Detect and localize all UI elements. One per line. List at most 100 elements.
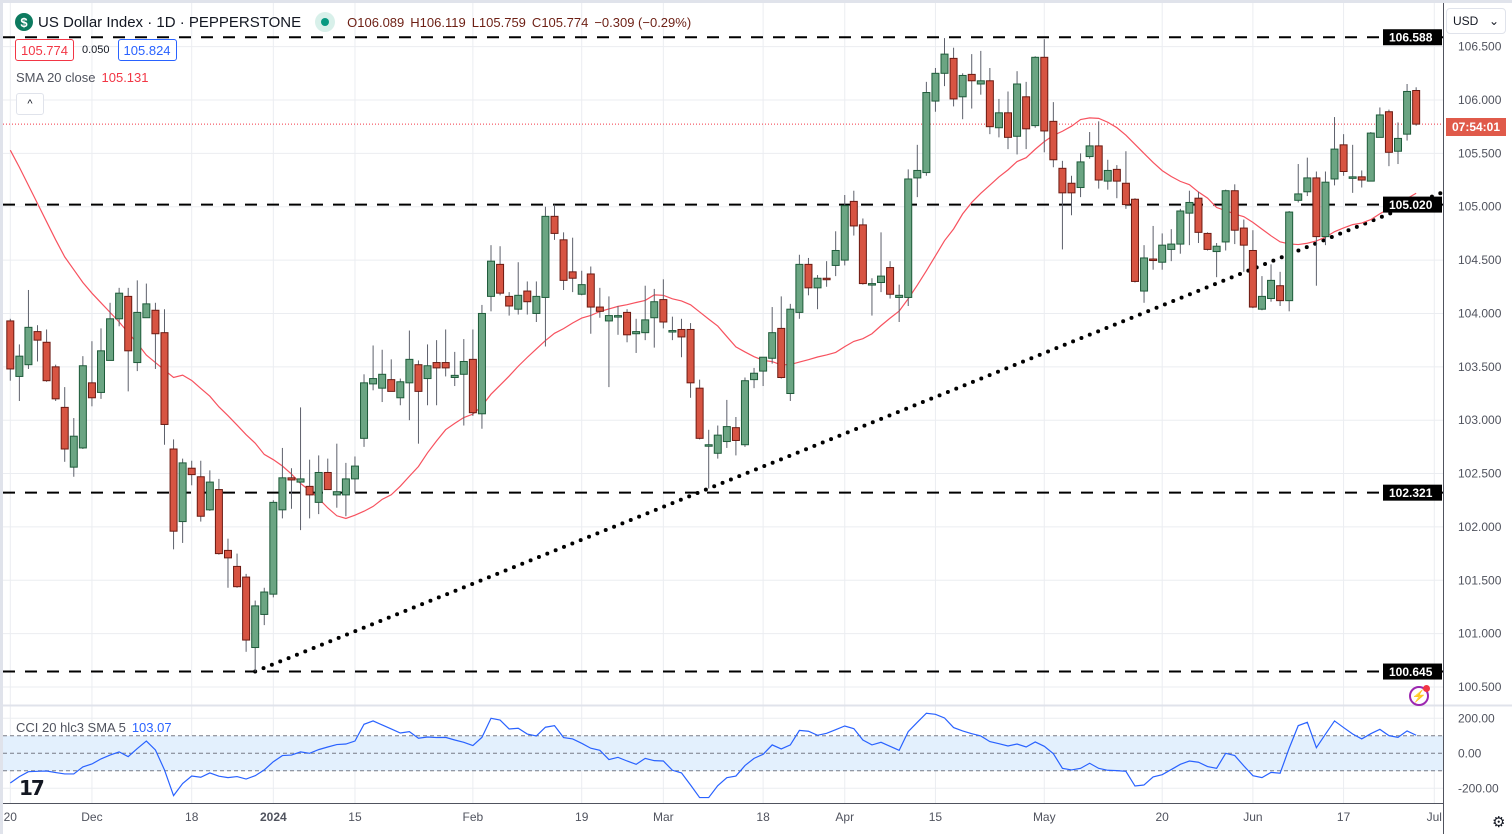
candle-body-up [759, 356, 768, 372]
candle-body-up [341, 478, 350, 496]
cci-legend[interactable]: CCI 20 hlc3 SMA 5 103.07 [16, 720, 172, 735]
sell-button[interactable]: 105.774 [15, 39, 74, 61]
price-tick-label: 102.500 [1458, 467, 1502, 481]
candle [6, 318, 15, 381]
candle-body-up [115, 292, 124, 320]
candle-body-down [196, 476, 205, 517]
candle [958, 73, 967, 120]
candle [1031, 56, 1040, 128]
candle [42, 329, 51, 382]
candle [1013, 71, 1022, 155]
candle [1267, 264, 1276, 302]
candle [677, 318, 686, 358]
candle [24, 289, 33, 369]
candle [523, 281, 532, 315]
candle [205, 470, 214, 511]
candle [831, 231, 840, 277]
candle [296, 407, 305, 531]
candle-body-up [1221, 190, 1230, 243]
tradingview-logo-icon[interactable]: 17 [19, 776, 45, 800]
symbol-title[interactable]: US Dollar Index · 1D · PEPPERSTONE [38, 13, 302, 31]
candle-body-down [223, 549, 232, 559]
candle-body-down [151, 309, 160, 335]
candle [786, 303, 795, 401]
candle [1321, 171, 1330, 246]
candle [405, 330, 414, 421]
candle-body-up [1185, 201, 1194, 214]
level-price-label: 105.020 [1383, 196, 1442, 213]
candle-body-up [813, 277, 822, 289]
level-label-text: 100.645 [1389, 665, 1433, 679]
candle [668, 316, 677, 341]
cci-tick-label: 0.00 [1458, 746, 1482, 760]
candle-body-down [1049, 120, 1058, 161]
candle-body-down [586, 273, 595, 308]
candle [704, 429, 713, 489]
candle [115, 287, 124, 327]
candle-body-up [133, 311, 142, 364]
buy-button[interactable]: 105.824 [117, 39, 177, 61]
currency-select[interactable]: USD ⌄ [1446, 8, 1506, 34]
candle-body-up [877, 275, 886, 284]
time-tick-label: 18 [185, 810, 199, 824]
time-tick-label: Mar [653, 810, 674, 824]
candle [659, 279, 668, 329]
collapse-legend-button[interactable]: ^ [16, 93, 44, 115]
time-tick-label: Dec [81, 810, 102, 824]
candle [641, 285, 650, 341]
candle [886, 261, 895, 299]
candle [1230, 184, 1239, 245]
candle-body-up [1321, 181, 1330, 238]
candle [1348, 144, 1357, 193]
level-label-bg [1383, 484, 1442, 501]
candle-body-up [1158, 244, 1167, 263]
time-tick-label: May [1033, 810, 1056, 824]
candle-body-down [1067, 182, 1076, 194]
candle [949, 47, 958, 107]
candle-body-up [768, 332, 777, 359]
candle-body-up [106, 318, 115, 361]
candle-body-down [1194, 197, 1203, 233]
candle [396, 378, 405, 406]
candle-body-down [967, 73, 976, 82]
candle-body-down [559, 239, 568, 281]
candle [895, 284, 904, 322]
candle [867, 278, 876, 316]
cci-label: CCI 20 hlc3 SMA 5 [16, 720, 126, 735]
candle [904, 169, 913, 306]
candle [713, 425, 722, 459]
candle [695, 379, 704, 440]
candle [1384, 109, 1393, 167]
candle [459, 339, 468, 426]
candle [1167, 229, 1176, 262]
price-pane [3, 36, 1443, 674]
candle-body-up [1375, 114, 1384, 138]
candle [1276, 271, 1285, 306]
candle-body-up [1167, 243, 1176, 250]
candle [1339, 134, 1348, 176]
lightning-alert-icon[interactable]: ⚡ [1409, 685, 1430, 706]
candle-body-down [414, 364, 423, 392]
candle-body-down [468, 358, 477, 414]
candle [1149, 225, 1158, 270]
market-open-dot-icon[interactable] [315, 12, 336, 32]
candlestick-chart[interactable]: 100.500 101.000 101.500 102.000 102.500 103.0… [3, 3, 1512, 834]
candle-body-down [623, 311, 632, 336]
spread-value: 0.050 [82, 44, 110, 56]
candle [350, 456, 359, 493]
candle-body-down [432, 362, 441, 369]
candle [632, 318, 641, 353]
candle [532, 281, 541, 322]
sma-legend[interactable]: SMA 20 close 105.131 [16, 70, 149, 85]
candle-body-down [6, 320, 15, 370]
dotted-trendline [253, 190, 1443, 674]
candle-body-up [722, 426, 731, 443]
candle [1067, 175, 1076, 216]
candle [586, 266, 595, 334]
close-value: 105.774 [541, 14, 589, 30]
candle [196, 460, 205, 522]
settings-icon[interactable]: ⚙ [1492, 814, 1506, 831]
chevron-down-icon: ⌄ [1488, 14, 1499, 28]
candle [487, 245, 496, 312]
candle [1121, 151, 1130, 209]
